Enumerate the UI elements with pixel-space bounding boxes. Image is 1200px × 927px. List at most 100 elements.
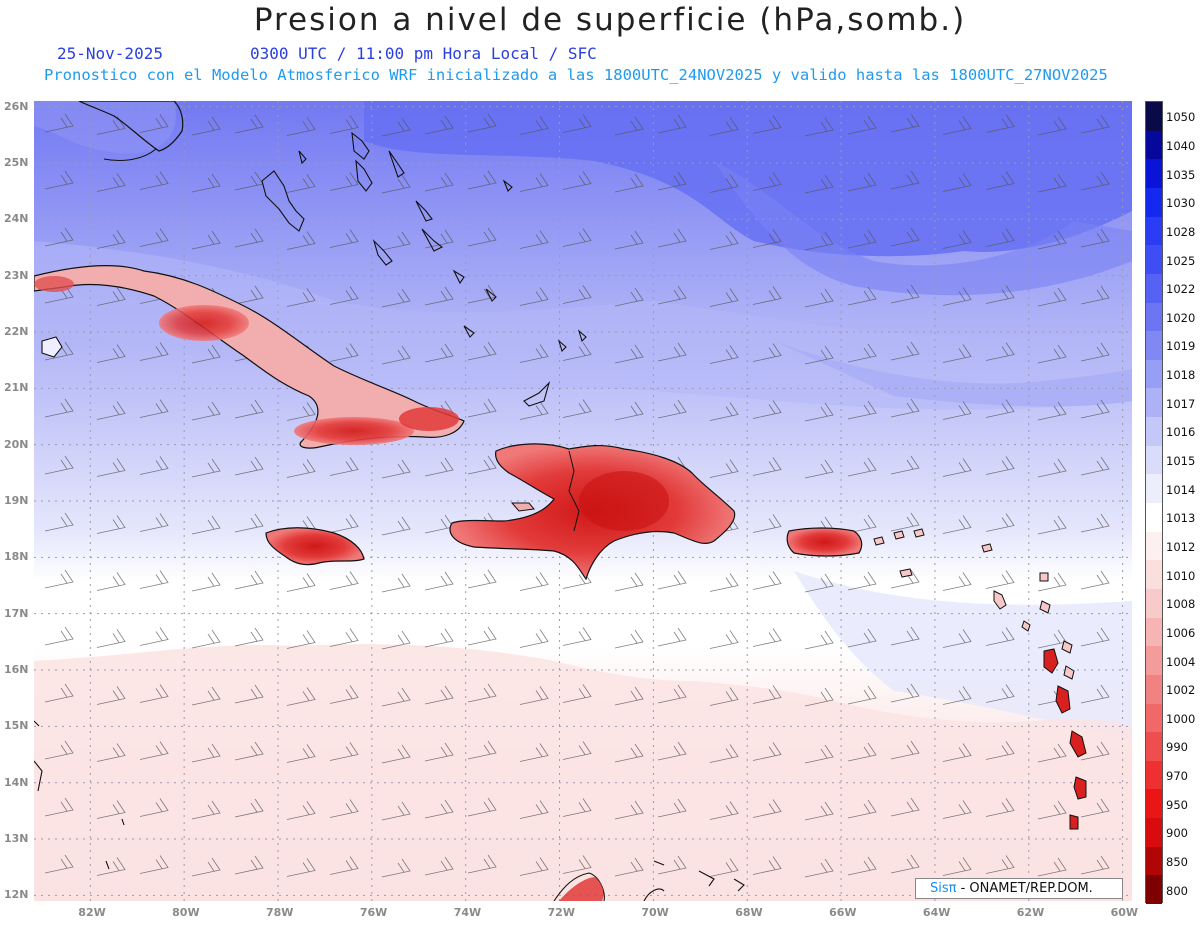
- wind-barb: [381, 516, 411, 536]
- wind-barb: [139, 342, 169, 361]
- wind-barb: [234, 513, 264, 533]
- wind-barb: [804, 573, 834, 593]
- wind-barb: [1037, 800, 1067, 820]
- wind-barb: [709, 231, 739, 250]
- wind-barb: [234, 741, 264, 761]
- wind-barb: [614, 686, 644, 706]
- wind-barb: [1080, 684, 1110, 704]
- wind-barb: [191, 857, 221, 877]
- colorbar-label: 1006: [1166, 625, 1196, 640]
- wind-barb: [139, 228, 169, 247]
- wind-barb: [424, 172, 454, 192]
- wind-barb: [614, 230, 644, 250]
- wind-barb: [44, 740, 74, 760]
- wind-barb: [191, 173, 221, 193]
- wind-barb: [96, 515, 126, 534]
- wind-barb: [467, 455, 497, 475]
- wind-barb: [96, 800, 126, 819]
- wind-barb: [752, 856, 782, 875]
- puerto-rico-island: [786, 527, 863, 557]
- wind-barb: [985, 798, 1015, 817]
- wind-barb: [191, 743, 221, 763]
- wind-barb: [467, 341, 497, 361]
- wind-barb: [752, 286, 782, 305]
- wind-barb: [804, 345, 834, 365]
- south-america-coast: [553, 860, 745, 901]
- wind-barb: [890, 170, 920, 190]
- colorbar-segment: [1146, 445, 1162, 475]
- wind-barb: [329, 571, 359, 590]
- wind-barb: [381, 687, 411, 707]
- wind-barb: [614, 572, 644, 592]
- wind-barb: [709, 117, 739, 136]
- wind-barb: [191, 401, 221, 421]
- valid-time: 0300 UTC / 11:00 pm Hora Local / SFC: [250, 44, 597, 63]
- wind-barb: [847, 856, 877, 876]
- wind-barb: [709, 801, 739, 820]
- wind-barb: [1080, 855, 1110, 875]
- wind-barb: [804, 402, 834, 422]
- colorbar-label: 1012: [1166, 539, 1196, 554]
- lat-tick-label: 12N: [4, 888, 29, 902]
- wind-barb: [234, 399, 264, 419]
- colorbar-segment: [1146, 359, 1162, 389]
- wind-barb: [847, 172, 877, 192]
- lon-tick-label: 60W: [1110, 906, 1139, 919]
- wind-barb: [847, 115, 877, 135]
- colorbar-segment: [1146, 245, 1162, 275]
- wind-barb: [804, 801, 834, 821]
- lon-tick-label: 80W: [172, 906, 200, 919]
- wind-barb: [424, 343, 454, 363]
- wind-barb: [424, 742, 454, 762]
- wind-barb: [1037, 572, 1067, 592]
- wind-barb: [234, 285, 264, 305]
- wind-barb: [234, 627, 264, 647]
- colorbar-label: 1035: [1166, 167, 1196, 182]
- wind-barb: [139, 171, 169, 190]
- wind-barb: [942, 173, 972, 192]
- wind-barb: [381, 744, 411, 764]
- wind-barb: [96, 686, 126, 705]
- wind-barb: [985, 684, 1015, 703]
- wind-barb: [752, 343, 782, 362]
- wind-barb: [424, 685, 454, 705]
- wind-barb: [381, 345, 411, 365]
- lon-tick-label: 78W: [266, 906, 294, 919]
- wind-barb: [329, 628, 359, 647]
- wind-barb: [234, 570, 264, 590]
- wind-barb: [519, 287, 549, 306]
- central-america-coast: [34, 720, 125, 870]
- wind-barb: [847, 400, 877, 420]
- wind-barb: [657, 627, 687, 647]
- colorbar-segment: [1146, 159, 1162, 189]
- wind-barb: [1037, 458, 1067, 478]
- wind-barb: [562, 798, 592, 817]
- wind-barb: [191, 458, 221, 478]
- wind-barb: [985, 399, 1015, 418]
- chart-title: Presion a nivel de superficie (hPa,somb.…: [253, 2, 967, 38]
- wind-barb: [1037, 401, 1067, 421]
- lat-tick-label: 26N: [4, 99, 29, 113]
- florida-coastline: [78, 101, 184, 152]
- wind-barb: [890, 683, 920, 703]
- colorbar-segment: [1146, 674, 1162, 704]
- wind-barb: [752, 628, 782, 647]
- lon-tick-label: 64W: [922, 906, 951, 919]
- colorbar-segment: [1146, 417, 1162, 447]
- wind-barb: [329, 457, 359, 476]
- colorbar-segment: [1146, 703, 1162, 733]
- wind-barb: [562, 114, 592, 133]
- wind-barb: [890, 341, 920, 361]
- wind-barb: [96, 629, 126, 648]
- wind-barb: [614, 344, 644, 364]
- wind-barb: [752, 400, 782, 419]
- wind-barb: [942, 629, 972, 648]
- colorbar-segment: [1146, 617, 1162, 647]
- wind-barb: [234, 684, 264, 704]
- low-pressure-area: [34, 644, 1132, 901]
- wind-barb: [191, 116, 221, 136]
- haiti-dr-border: [568, 450, 580, 532]
- wind-barb: [286, 687, 316, 706]
- wind-barb: [286, 117, 316, 136]
- wind-barb: [942, 572, 972, 591]
